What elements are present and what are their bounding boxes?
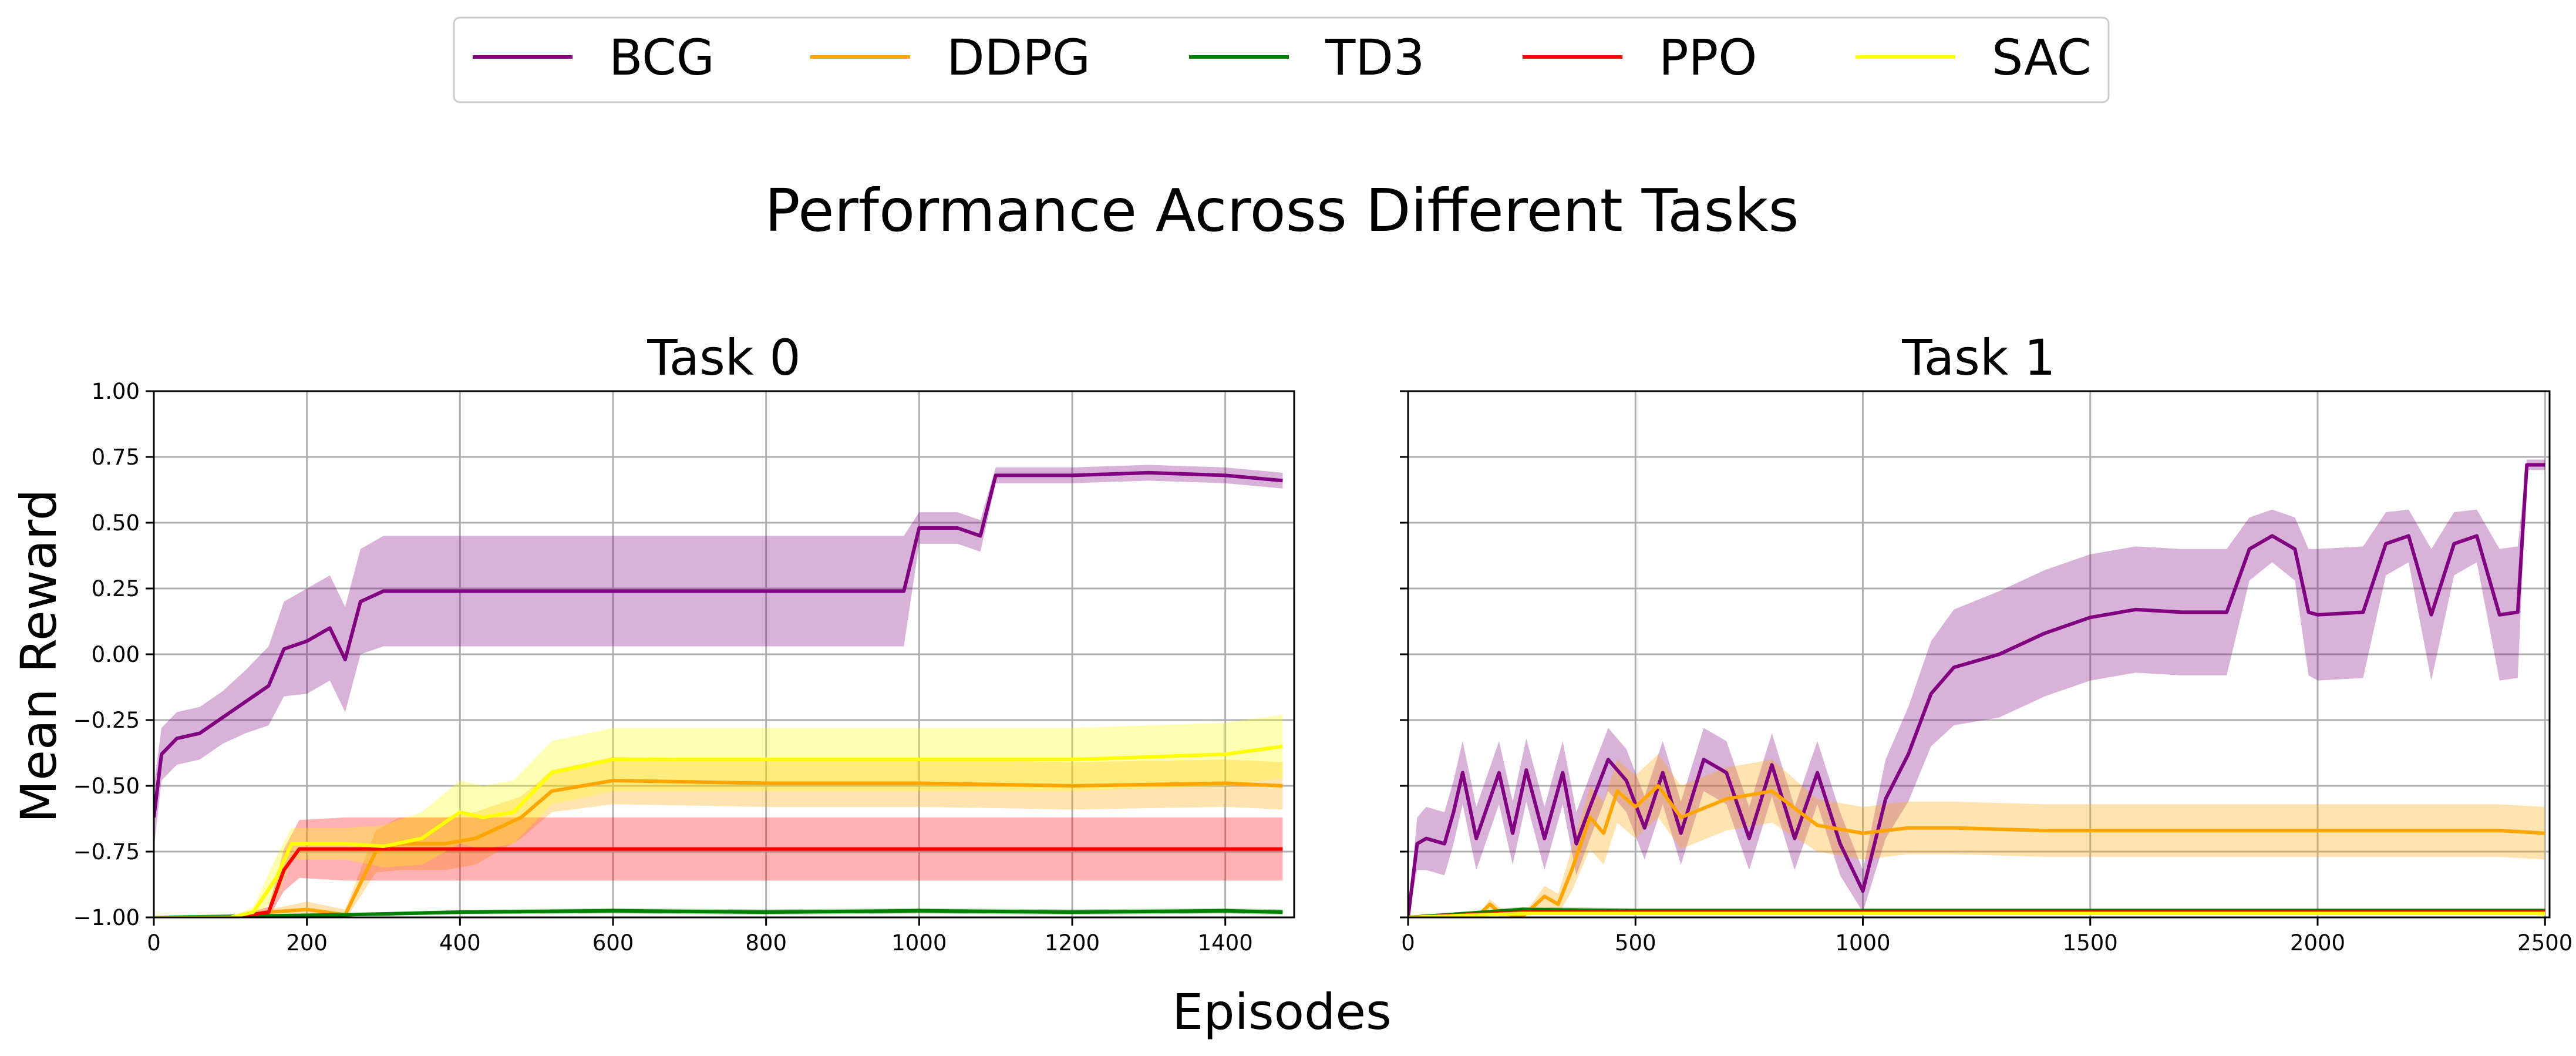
x-tick-label: 1000 (1835, 930, 1890, 956)
y-tick-label: 0.75 (92, 445, 140, 470)
legend-label: TD3 (1325, 29, 1425, 86)
band-bcg (154, 465, 1283, 849)
grid (153, 390, 1294, 919)
x-tick-label: 2000 (2290, 930, 2345, 956)
line-ppo (154, 847, 1283, 917)
x-tick-label: 0 (1401, 930, 1415, 956)
line-sac (1408, 912, 2545, 917)
y-tick-label: −0.25 (73, 708, 140, 733)
y-axis (1400, 390, 1408, 919)
legend-item-ddpg: DDPG (810, 29, 1090, 86)
x-axis: 0 500 1000 1500 2000 2500 (1401, 917, 2572, 956)
line-ddpg (154, 779, 1283, 917)
legend-item-bcg: BCG (473, 29, 715, 86)
subplot-task-0: 0 200 400 600 800 1000 1200 1400 −1.00 −0.75 −0.50… (73, 329, 1295, 956)
y-tick-label: 0.00 (92, 642, 140, 667)
x-tick-label: 600 (592, 930, 634, 956)
legend-item-ppo: PPO (1523, 29, 1757, 86)
x-tick-label: 500 (1615, 930, 1656, 956)
band-ddpg (154, 756, 1283, 917)
x-tick-label: 200 (286, 930, 328, 956)
x-tick-label: 1400 (1198, 930, 1253, 956)
line-bcg (1408, 463, 2545, 917)
y-tick-label: −1.00 (73, 905, 140, 930)
legend-label: SAC (1992, 29, 2092, 86)
y-tick-label: −0.75 (73, 839, 140, 865)
x-tick-label: 1000 (891, 930, 947, 956)
x-axis: 0 200 400 600 800 1000 1200 1400 (147, 917, 1253, 956)
legend-label: BCG (609, 29, 715, 86)
y-tick-label: −0.50 (73, 773, 140, 799)
x-tick-label: 1200 (1045, 930, 1100, 956)
legend-item-td3: TD3 (1189, 29, 1425, 86)
legend: BCG DDPG TD3 PPO SAC (453, 16, 2110, 103)
y-tick-label: 0.25 (92, 576, 140, 601)
legend-label: PPO (1659, 29, 1757, 86)
x-tick-label: 400 (439, 930, 481, 956)
x-tick-label: 2500 (2517, 930, 2572, 956)
y-axis-title: Mean Reward (10, 489, 68, 823)
figure-title: Performance Across Different Tasks (765, 176, 1799, 245)
subplot-title: Task 0 (646, 329, 800, 386)
subplot-task-1: 0 500 1000 1500 2000 2500 Task 1 (1400, 329, 2572, 956)
y-axis: −1.00 −0.75 −0.50 −0.25 0.00 0.25 0.50 0.75 1.00 (73, 379, 154, 930)
subplot-title: Task 1 (1901, 329, 2055, 386)
band-bcg (1408, 459, 2545, 917)
x-axis-title: Episodes (1172, 983, 1392, 1041)
line-td3 (154, 909, 1283, 917)
legend-frame (453, 16, 2110, 103)
line-bcg (154, 470, 1283, 818)
line-sac (154, 744, 1283, 917)
y-tick-label: 1.00 (92, 379, 140, 404)
x-tick-label: 800 (745, 930, 787, 956)
band-sac (154, 715, 1283, 917)
plot-area (154, 465, 1283, 917)
legend-label: DDPG (947, 29, 1090, 86)
y-tick-label: 0.50 (92, 510, 140, 536)
x-tick-label: 1500 (2063, 930, 2118, 956)
plot-area (1408, 459, 2545, 917)
legend-item-sac: SAC (1856, 29, 2092, 86)
x-tick-label: 0 (147, 930, 161, 956)
